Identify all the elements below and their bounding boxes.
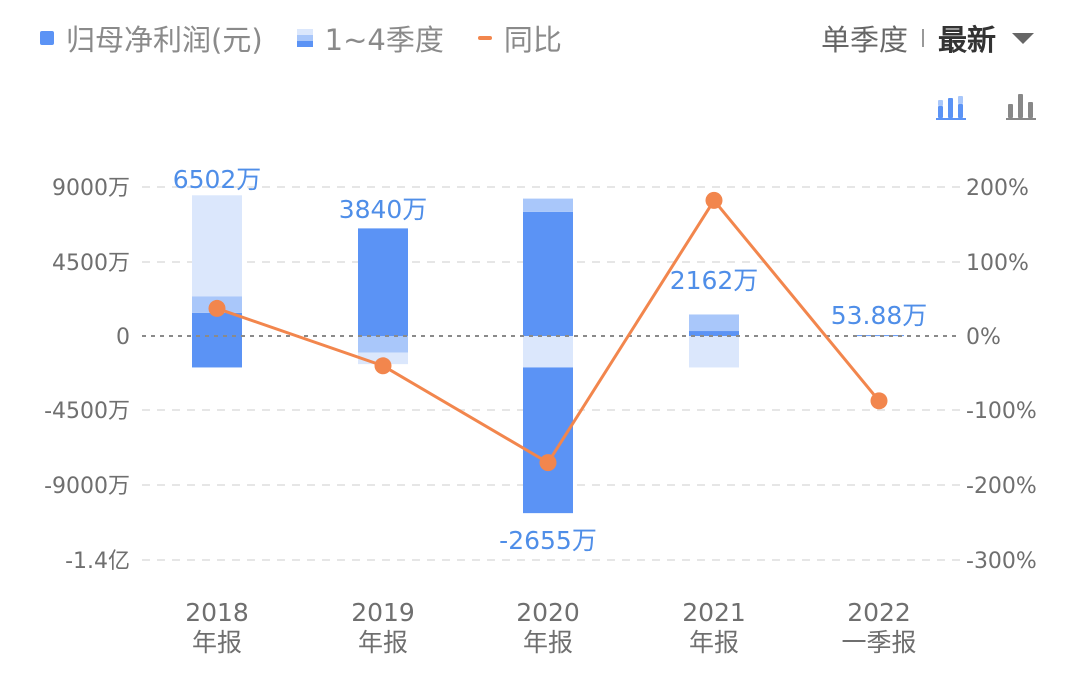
- bar-segment: [523, 198, 573, 212]
- right-tick-label: -300%: [966, 549, 1037, 574]
- legend-item-quarters[interactable]: 1~4季度: [296, 17, 444, 59]
- category-period-label: 年报: [358, 628, 408, 657]
- bar-segment: [689, 331, 739, 336]
- category-year-label: 2019: [351, 598, 415, 627]
- yoy-point: [705, 191, 723, 209]
- bar-segment: [523, 336, 573, 368]
- period-mode-selector[interactable]: 单季度 最新: [821, 14, 1034, 62]
- data-label: 53.88万: [831, 301, 928, 330]
- yoy-point: [870, 392, 888, 410]
- bar-segment: [854, 335, 904, 337]
- left-tick-label: -9000万: [44, 474, 130, 499]
- quarters-swatch-icon: [296, 29, 313, 47]
- bar-segment: [523, 211, 573, 336]
- legend-item-net-profit[interactable]: 归母净利润(元): [40, 17, 263, 59]
- left-tick-label: -1.4亿: [65, 549, 130, 574]
- mode-value[interactable]: 最新: [937, 23, 996, 57]
- legend-label-quarters: 1~4季度: [324, 23, 444, 57]
- legend-item-yoy[interactable]: 同比: [477, 17, 562, 59]
- chevron-down-icon[interactable]: [1012, 32, 1034, 44]
- bar-segment: [358, 336, 408, 353]
- chart-type-toggle: [896, 92, 1036, 120]
- data-label: 6502万: [173, 165, 262, 194]
- left-tick-label: 0: [116, 325, 130, 350]
- category-year-label: 2018: [185, 598, 249, 627]
- category-year-label: 2022: [847, 598, 911, 627]
- mode-separator: [921, 29, 924, 47]
- bar-segment: [192, 195, 242, 297]
- left-axis: 9000万 4500万 0 -4500万 -9000万 -1.4亿: [44, 176, 130, 574]
- right-axis: 200% 100% 0% -100% -200% -300%: [966, 176, 1037, 574]
- yoy-point: [374, 357, 392, 375]
- category-period-label: 年报: [523, 628, 573, 657]
- category-period-label: 一季报: [841, 628, 916, 657]
- category-year-label: 2021: [682, 598, 746, 627]
- mode-label[interactable]: 单季度: [820, 23, 908, 57]
- data-label: 2162万: [670, 266, 759, 295]
- right-tick-label: -200%: [966, 474, 1037, 499]
- right-tick-label: 0%: [966, 325, 1001, 350]
- category-year-label: 2020: [516, 598, 580, 627]
- bar-segment: [523, 367, 573, 514]
- legend-label-net-profit: 归母净利润(元): [66, 23, 263, 57]
- bar-segment: [689, 314, 739, 332]
- bar-segment: [689, 336, 739, 368]
- data-labels: 6502万 3840万 -2655万 2162万 53.88万: [173, 165, 928, 555]
- bar-segment: [192, 336, 242, 368]
- yoy-line-series: [208, 191, 888, 472]
- right-tick-label: 100%: [966, 251, 1029, 276]
- yoy-point: [539, 454, 557, 472]
- net-profit-swatch-icon: [40, 31, 54, 45]
- stacked-bar-icon[interactable]: [936, 92, 966, 120]
- category-period-label: 年报: [689, 628, 739, 657]
- data-label: -2655万: [499, 526, 597, 555]
- grouped-bar-icon[interactable]: [1006, 92, 1036, 120]
- data-label: 3840万: [339, 195, 428, 224]
- yoy-swatch-icon: [477, 36, 492, 40]
- bar-segment: [192, 312, 242, 336]
- category-period-label: 年报: [192, 628, 242, 657]
- bar-segment: [358, 228, 408, 336]
- left-tick-label: 4500万: [52, 251, 130, 276]
- legend-label-yoy: 同比: [503, 23, 562, 57]
- left-tick-label: 9000万: [52, 176, 130, 201]
- chart-legend: 归母净利润(元) 1~4季度 同比: [40, 14, 596, 62]
- right-tick-label: -100%: [966, 399, 1037, 424]
- left-tick-label: -4500万: [44, 399, 130, 424]
- yoy-point: [208, 299, 226, 317]
- right-tick-label: 200%: [966, 176, 1029, 201]
